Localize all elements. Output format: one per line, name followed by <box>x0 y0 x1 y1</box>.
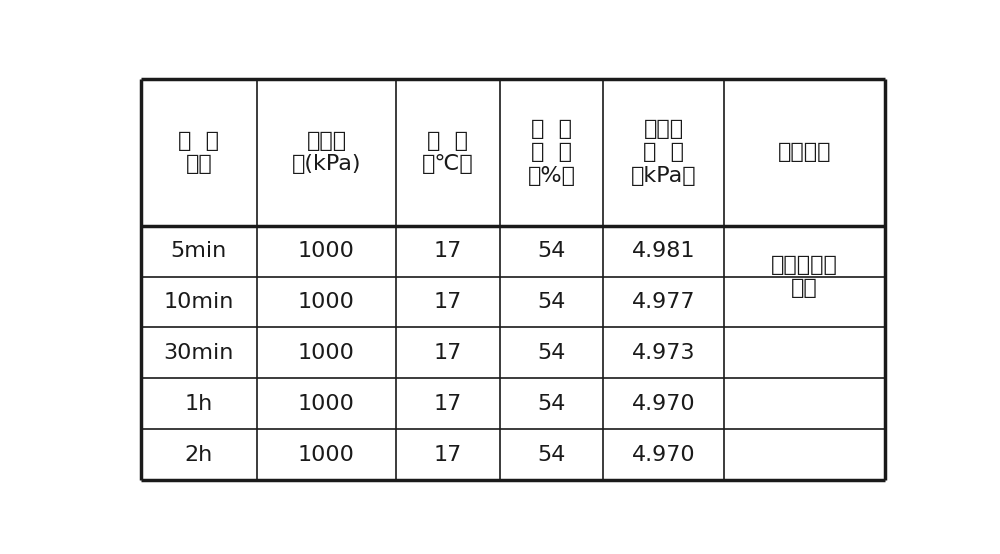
Text: 54: 54 <box>537 241 566 261</box>
Text: 温  度
（℃）: 温 度 （℃） <box>422 131 473 174</box>
Text: 4.981: 4.981 <box>632 241 696 261</box>
Text: 30min: 30min <box>164 343 234 363</box>
Text: 17: 17 <box>433 394 462 414</box>
Text: 1000: 1000 <box>298 394 355 414</box>
Text: 4.970: 4.970 <box>632 394 696 414</box>
Text: 百分表
读  数
（kPa）: 百分表 读 数 （kPa） <box>631 119 697 186</box>
Text: 2h: 2h <box>185 445 213 465</box>
Text: 54: 54 <box>537 343 566 363</box>
Text: 持  续
时间: 持 续 时间 <box>178 131 219 174</box>
Text: 相  对
湿  度
（%）: 相 对 湿 度 （%） <box>527 119 575 186</box>
Text: 5min: 5min <box>171 241 227 261</box>
Text: 1000: 1000 <box>298 445 355 465</box>
Text: 1h: 1h <box>185 394 213 414</box>
Text: 仪器气密性
良好: 仪器气密性 良好 <box>771 255 838 298</box>
Text: 检测结果: 检测结果 <box>778 142 831 162</box>
Text: 17: 17 <box>433 241 462 261</box>
Text: 10min: 10min <box>164 292 234 312</box>
Text: 1000: 1000 <box>298 292 355 312</box>
Text: 54: 54 <box>537 292 566 312</box>
Text: 4.973: 4.973 <box>632 343 696 363</box>
Text: 17: 17 <box>433 292 462 312</box>
Text: 竖向压
力(kPa): 竖向压 力(kPa) <box>292 131 361 174</box>
Text: 54: 54 <box>537 445 566 465</box>
Text: 17: 17 <box>433 445 462 465</box>
Text: 17: 17 <box>433 343 462 363</box>
Text: 1000: 1000 <box>298 343 355 363</box>
Text: 4.970: 4.970 <box>632 445 696 465</box>
Text: 4.977: 4.977 <box>632 292 696 312</box>
Text: 54: 54 <box>537 394 566 414</box>
Text: 1000: 1000 <box>298 241 355 261</box>
